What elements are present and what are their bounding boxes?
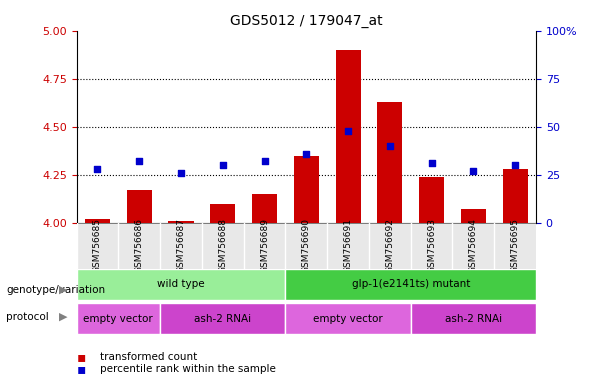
Point [260,158,269,164]
Text: GSM756693: GSM756693 [427,218,436,273]
FancyBboxPatch shape [411,303,536,334]
Bar [419,177,444,223]
FancyBboxPatch shape [286,269,536,300]
Bar [127,190,152,223]
FancyBboxPatch shape [286,303,411,334]
Text: glp-1(e2141ts) mutant: glp-1(e2141ts) mutant [352,279,470,289]
Point [469,168,478,174]
Text: GSM756691: GSM756691 [343,218,353,273]
Bar [252,194,277,223]
Point [302,151,311,157]
Point [511,162,520,168]
Bar [461,209,486,223]
Text: empty vector: empty vector [313,314,383,324]
Point [343,127,353,134]
Text: transformed count: transformed count [100,352,197,362]
FancyBboxPatch shape [77,303,160,334]
Text: GSM756687: GSM756687 [177,218,186,273]
FancyBboxPatch shape [77,269,286,300]
Text: percentile rank within the sample: percentile rank within the sample [100,364,276,374]
Bar [168,221,194,223]
Text: ▶: ▶ [59,312,68,322]
Text: ash-2 RNAi: ash-2 RNAi [445,314,502,324]
Bar [210,204,235,223]
Text: GSM756686: GSM756686 [135,218,144,273]
Text: ▪: ▪ [77,350,86,364]
Point [92,166,102,172]
FancyBboxPatch shape [77,223,536,269]
Text: wild type: wild type [157,279,205,289]
Point [218,162,227,168]
Text: GSM756685: GSM756685 [93,218,102,273]
Bar [378,102,402,223]
Text: empty vector: empty vector [84,314,153,324]
Text: genotype/variation: genotype/variation [6,285,105,295]
Text: GSM756688: GSM756688 [219,218,227,273]
Point [134,158,144,164]
FancyBboxPatch shape [160,303,286,334]
Text: GSM756695: GSM756695 [511,218,519,273]
Point [176,170,186,176]
Title: GDS5012 / 179047_at: GDS5012 / 179047_at [230,14,383,28]
Bar [85,219,110,223]
Text: GSM756692: GSM756692 [385,218,394,273]
Point [427,160,436,166]
Text: ash-2 RNAi: ash-2 RNAi [194,314,252,324]
Point [385,143,395,149]
Text: ▪: ▪ [77,362,86,376]
Text: protocol: protocol [6,312,49,322]
Text: ▶: ▶ [59,285,68,295]
Bar [294,156,319,223]
Text: GSM756689: GSM756689 [260,218,269,273]
Bar [336,50,360,223]
Bar [502,169,528,223]
Text: GSM756690: GSM756690 [302,218,311,273]
Text: GSM756694: GSM756694 [469,218,478,273]
